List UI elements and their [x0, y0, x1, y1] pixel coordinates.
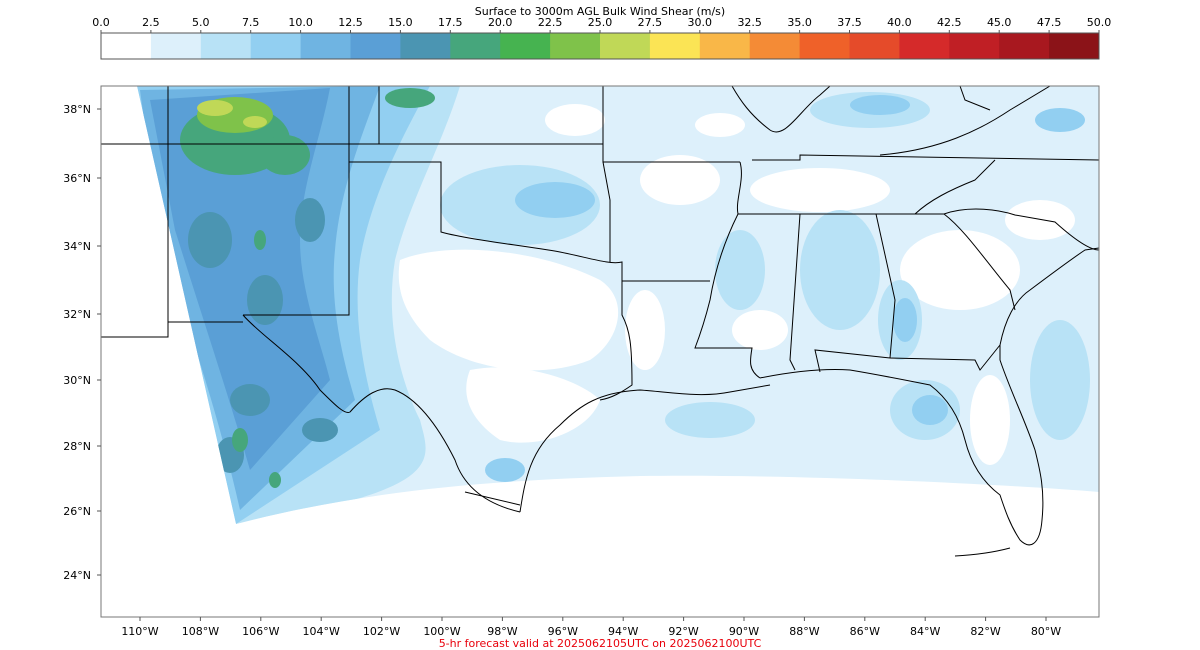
latitude-label: 24°N [63, 569, 91, 582]
colorbar-swatch [350, 33, 401, 59]
latitude-label: 26°N [63, 505, 91, 518]
longitude-label: 108°W [182, 625, 219, 638]
colorbar-swatch [400, 33, 451, 59]
longitude-label: 100°W [423, 625, 460, 638]
colorbar-swatch [200, 33, 252, 59]
colorbar-swatch [600, 33, 651, 59]
colorbar-frame [100, 32, 1100, 60]
latitude-label: 32°N [63, 308, 91, 321]
latitude-label: 36°N [63, 172, 91, 185]
latitude-label: 38°N [63, 103, 91, 116]
colorbar-tick-label: 25.0 [588, 16, 613, 29]
forecast-valid-text: 5-hr forecast valid at 2025062105UTC on … [439, 637, 762, 650]
colorbar-tick-label: 20.0 [488, 16, 513, 29]
longitude-label: 94°W [608, 625, 638, 638]
colorbar-swatches [101, 33, 1100, 59]
latitude-label: 34°N [63, 240, 91, 253]
map-frame [100, 85, 1100, 618]
colorbar-swatch [949, 33, 1000, 59]
colorbar-tick-label: 50.0 [1087, 16, 1112, 29]
colorbar-swatch [899, 33, 950, 59]
colorbar-swatch [150, 33, 202, 59]
latitude-label: 28°N [63, 440, 91, 453]
colorbar-swatch [450, 33, 501, 59]
colorbar-tick-label: 42.5 [937, 16, 962, 29]
longitude-label: 110°W [121, 625, 158, 638]
longitude-label: 104°W [303, 625, 340, 638]
longitude-label: 92°W [668, 625, 698, 638]
colorbar-tick-label: 40.0 [887, 16, 912, 29]
longitude-label: 84°W [910, 625, 940, 638]
colorbar-tick-label: 5.0 [192, 16, 210, 29]
colorbar-tick-label: 22.5 [538, 16, 563, 29]
colorbar-swatch [1049, 33, 1100, 59]
colorbar-swatch [250, 33, 302, 59]
map-panel [100, 85, 1100, 618]
colorbar-tick-labels: 0.0 2.5 5.0 7.5 10.0 12.5 15.0 17.5 20.0 22.5 25.0… [92, 16, 1111, 33]
longitude-label: 106°W [242, 625, 279, 638]
longitude-label: 96°W [548, 625, 578, 638]
colorbar-tick-label: 7.5 [242, 16, 260, 29]
longitude-label: 90°W [729, 625, 759, 638]
colorbar-tick-label: 32.5 [737, 16, 762, 29]
colorbar-tick-label: 2.5 [142, 16, 160, 29]
colorbar-tick-label: 10.0 [288, 16, 313, 29]
longitude-label: 80°W [1031, 625, 1061, 638]
colorbar-swatch [799, 33, 850, 59]
colorbar-swatch [550, 33, 601, 59]
colorbar-swatch [101, 33, 152, 59]
colorbar-tick-label: 17.5 [438, 16, 463, 29]
colorbar-swatch [999, 33, 1050, 59]
political-boundaries [101, 86, 1099, 557]
colorbar-swatch [649, 33, 701, 59]
colorbar-swatch [849, 33, 900, 59]
colorbar-tick-label: 30.0 [688, 16, 713, 29]
colorbar-swatch [300, 33, 351, 59]
latitude-label: 30°N [63, 374, 91, 387]
colorbar-tick-label: 37.5 [837, 16, 862, 29]
colorbar-tick-label: 45.0 [987, 16, 1012, 29]
colorbar-tick-label: 47.5 [1037, 16, 1062, 29]
colorbar-swatch [749, 33, 801, 59]
colorbar-swatch [699, 33, 751, 59]
longitude-label: 82°W [970, 625, 1000, 638]
longitude-label: 98°W [487, 625, 517, 638]
colorbar-tick-label: 27.5 [638, 16, 663, 29]
latitude-axis-labels: 38°N 36°N 34°N 32°N 30°N 28°N 26°N 24°N [63, 103, 101, 582]
colorbar-tick-label: 35.0 [787, 16, 812, 29]
longitude-axis-labels: 110°W 108°W 106°W 104°W 102°W 100°W 98°W 96°W 94… [121, 617, 1061, 638]
colorbar-title: Surface to 3000m AGL Bulk Wind Shear (m/… [475, 5, 725, 18]
longitude-label: 88°W [789, 625, 819, 638]
colorbar-tick-label: 12.5 [338, 16, 363, 29]
colorbar-swatch [500, 33, 551, 59]
longitude-label: 86°W [850, 625, 880, 638]
colorbar-tick-label: 15.0 [388, 16, 413, 29]
wind-shear-field [137, 86, 1099, 524]
colorbar-tick-label: 0.0 [92, 16, 110, 29]
longitude-label: 102°W [363, 625, 400, 638]
